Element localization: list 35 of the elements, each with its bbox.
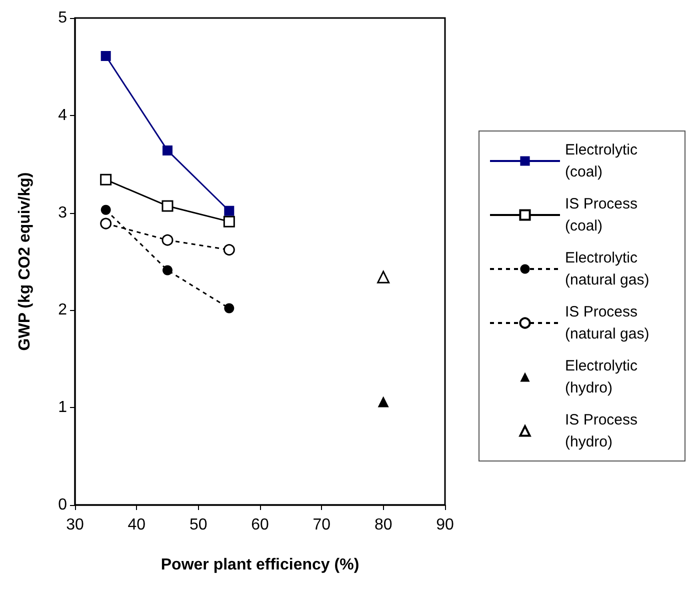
point — [224, 206, 234, 216]
point — [162, 145, 172, 156]
point — [100, 204, 111, 215]
x-tick-label: 80 — [374, 516, 392, 534]
point — [100, 50, 111, 61]
x-tick-label: 30 — [66, 516, 84, 534]
y-tick-label: 0 — [58, 496, 68, 514]
legend-label: Electrolytic (hydro) — [565, 358, 642, 396]
y-tick-label: 2 — [58, 302, 68, 319]
legend-label: IS Process (natural gas) — [565, 304, 650, 342]
y-axis-title: GWP (kg CO2 equiv/kg) — [16, 172, 34, 351]
y-tick-label: 3 — [58, 204, 68, 222]
point — [377, 270, 390, 284]
x-tick-label: 40 — [128, 516, 146, 534]
legend-label: IS Process (coal) — [565, 196, 642, 234]
x-axis-title: Power plant efficiency (%) — [160, 556, 360, 574]
legend-label: Electrolytic (coal) — [565, 142, 642, 180]
point — [162, 234, 174, 246]
point — [378, 396, 389, 408]
point — [223, 216, 235, 228]
legend-label: IS Process (hydro) — [565, 412, 642, 450]
y-tick-label: 1 — [58, 399, 68, 416]
point — [162, 200, 174, 212]
point — [100, 218, 112, 230]
y-tick-label: 4 — [58, 106, 68, 124]
x-tick-label: 50 — [189, 516, 208, 534]
x-tick-label: 70 — [312, 516, 331, 534]
x-tick-label: 90 — [436, 516, 454, 534]
y-tick-label: 5 — [58, 10, 68, 26]
point — [100, 174, 112, 186]
legend-label: Electrolytic (natural gas) — [565, 250, 650, 288]
point — [224, 303, 234, 314]
x-tick-label: 60 — [251, 516, 269, 534]
point — [162, 265, 172, 276]
point — [223, 244, 235, 256]
